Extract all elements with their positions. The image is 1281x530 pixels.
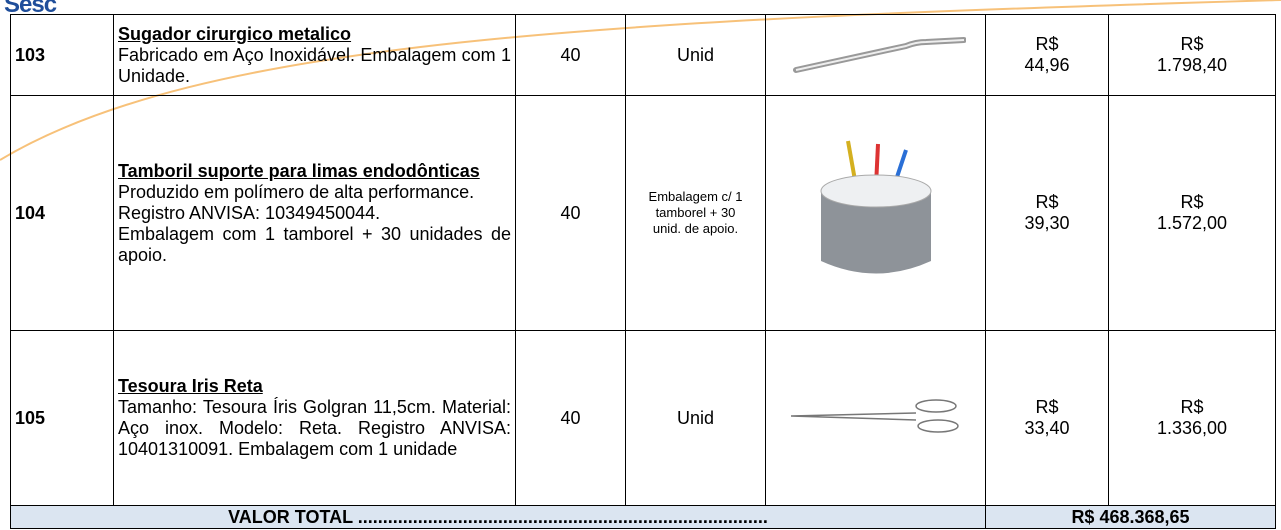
unit-price: R$ 33,40 [985, 330, 1109, 506]
amount: 1.336,00 [1156, 418, 1228, 438]
quantity: 40 [515, 14, 626, 96]
total-price: R$ 1.572,00 [1108, 95, 1276, 331]
file-holder-image [820, 140, 931, 273]
image [765, 14, 986, 96]
description: Sugador cirurgico metalico Fabricado em … [113, 14, 516, 96]
description: Tamboril suporte para limas endodônticas… [113, 95, 516, 331]
logo: Sesc [4, 0, 57, 18]
description-text: Tamanho: Tesoura Íris Golgran 11,5cm. Ma… [118, 397, 511, 459]
quantity: 40 [515, 95, 626, 331]
total-value: R$ 468.368,65 [985, 505, 1276, 529]
total-row: VALOR TOTAL ............................… [10, 505, 1276, 529]
description-text: Produzido em polímero de alta performanc… [118, 181, 475, 202]
currency: R$ [1180, 192, 1204, 212]
currency: R$ [1180, 34, 1204, 54]
currency: R$ [1035, 192, 1059, 212]
total-price: R$ 1.336,00 [1108, 330, 1276, 506]
unit-price: R$ 39,30 [985, 95, 1109, 331]
description-text: Embalagem com 1 tamborel + 30 unidades d… [118, 223, 511, 265]
total-label: VALOR TOTAL ............................… [10, 505, 986, 529]
image [765, 95, 986, 331]
amount: 1.798,40 [1156, 55, 1228, 75]
amount: 1.572,00 [1156, 213, 1228, 233]
total-price: R$ 1.798,40 [1108, 14, 1276, 96]
amount: 44,96 [1024, 55, 1070, 75]
description-text: Fabricado em Aço Inoxidável. Embalagem c… [118, 44, 511, 86]
quantity: 40 [515, 330, 626, 506]
image [765, 330, 986, 506]
item-number: 104 [10, 95, 114, 331]
unit: Embalagem c/ 1 tamborel + 30 unid. de ap… [625, 95, 766, 331]
unit: Unid [625, 330, 766, 506]
item-title: Tamboril suporte para limas endodônticas [118, 160, 480, 181]
item-title: Sugador cirurgico metalico [118, 23, 352, 44]
unit: Unid [625, 14, 766, 96]
amount: 39,30 [1024, 213, 1070, 233]
unit-price: R$ 44,96 [985, 14, 1109, 96]
description-text: Registro ANVISA: 10349450044. [118, 202, 381, 223]
currency: R$ [1035, 397, 1059, 417]
item-number: 105 [10, 330, 114, 506]
row: 105 Tesoura Iris Reta Tamanho: Tesoura Í… [10, 330, 1276, 506]
suction-tube-image [792, 36, 967, 73]
currency: R$ [1180, 397, 1204, 417]
description: Tesoura Iris Reta Tamanho: Tesoura Íris … [113, 330, 516, 506]
row: 103 Sugador cirurgico metalico Fabricado… [10, 14, 1276, 96]
scissors-image [790, 398, 959, 433]
currency: R$ [1035, 34, 1059, 54]
item-number: 103 [10, 14, 114, 96]
row: 104 Tamboril suporte para limas endodônt… [10, 95, 1276, 331]
item-title: Tesoura Iris Reta [118, 376, 263, 396]
price-table: 103 Sugador cirurgico metalico Fabricado… [10, 14, 1276, 529]
amount: 33,40 [1024, 418, 1070, 438]
